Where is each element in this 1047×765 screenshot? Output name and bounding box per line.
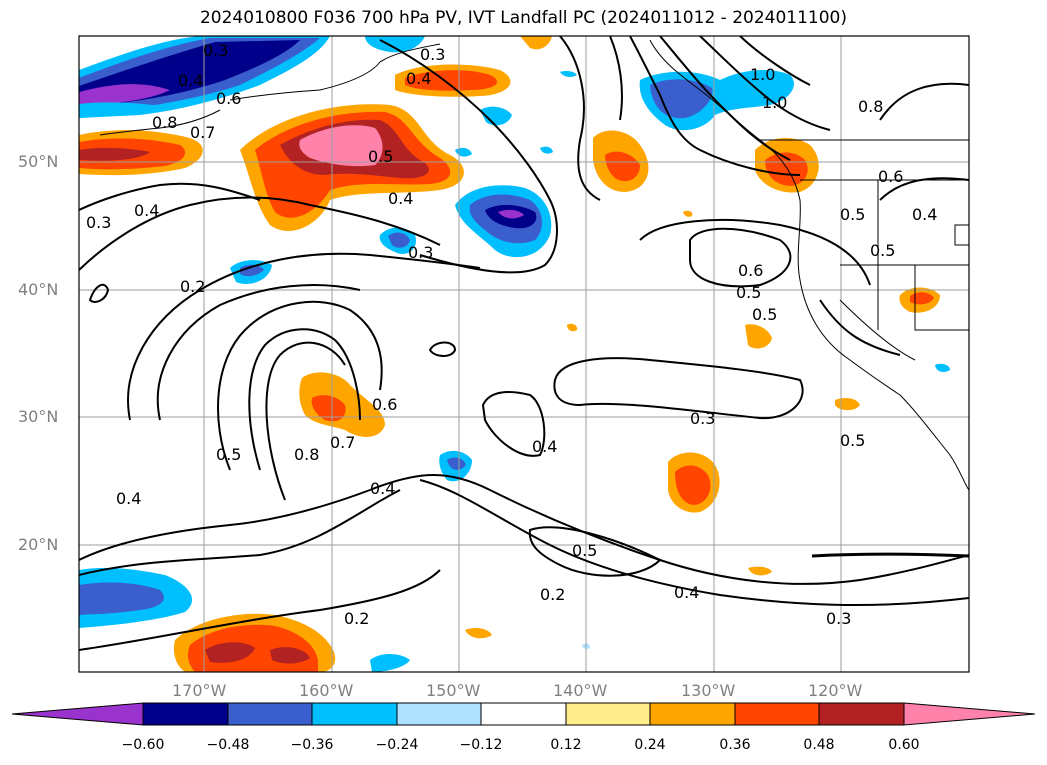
- contour-label: 0.6: [216, 89, 241, 108]
- contour-label: 0.5: [572, 541, 597, 560]
- contour-label: 0.4: [134, 201, 159, 220]
- contour-label: 1.0: [762, 93, 787, 112]
- lat-label-20n: 20°N: [18, 535, 59, 554]
- colorbar-tick: 0.12: [550, 737, 582, 753]
- contour-label: 0.4: [178, 71, 203, 90]
- colorbar-tick: −0.48: [206, 737, 250, 753]
- colorbar-bin: [396, 702, 482, 726]
- contour-label: 0.5: [840, 205, 865, 224]
- coastlines: [99, 39, 969, 491]
- colorbar-tick: −0.24: [375, 737, 419, 753]
- contour-label: 0.4: [406, 69, 431, 88]
- colorbar-tick: −0.36: [290, 737, 334, 753]
- contour-label: 0.5: [368, 147, 393, 166]
- contour-label: 0.4: [912, 205, 937, 224]
- contour-label: 0.3: [203, 41, 228, 60]
- contour-label: 0.4: [532, 437, 557, 456]
- contour-lines: [79, 36, 969, 651]
- lat-label-30n: 30°N: [18, 407, 59, 426]
- contour-label: 0.4: [388, 189, 413, 208]
- contour-label: 0.4: [370, 479, 395, 498]
- lat-label-40n: 40°N: [18, 280, 59, 299]
- plot-area: 0.3 0.4 0.6 0.8 0.7 0.3 0.4 0.2 0.4 0.5 …: [79, 36, 969, 672]
- colorbar-extend-high: [903, 702, 1036, 726]
- contour-label: 0.4: [116, 489, 141, 508]
- colorbar-bin: [227, 702, 313, 726]
- colorbar-tick: 0.60: [888, 737, 920, 753]
- contour-label: 0.7: [330, 433, 355, 452]
- contour-label: 0.5: [752, 305, 777, 324]
- contour-label: 0.3: [86, 213, 111, 232]
- map-title: 2024010800 F036 700 hPa PV, IVT Landfall…: [199, 8, 847, 28]
- contour-label: 0.8: [858, 97, 883, 116]
- lat-label-50n: 50°N: [18, 152, 59, 171]
- colorbar-tick: 0.36: [719, 737, 751, 753]
- contour-label: 0.5: [840, 431, 865, 450]
- contour-label: 0.2: [540, 585, 565, 604]
- contour-label: 0.4: [674, 583, 699, 602]
- colorbar-bin: [311, 702, 398, 726]
- contour-label: 0.6: [878, 167, 903, 186]
- lon-label-130w: 130°W: [681, 681, 736, 700]
- contour-label: 0.7: [190, 123, 215, 142]
- contour-label: 0.3: [420, 45, 445, 64]
- contour-label: 0.2: [344, 609, 369, 628]
- contour-label: 1.0: [750, 65, 775, 84]
- contour-label: 0.3: [690, 409, 715, 428]
- contour-label: 0.3: [408, 243, 433, 262]
- contour-label: 0.6: [738, 261, 763, 280]
- colorbar-tick: 0.24: [634, 737, 666, 753]
- pv-shading: [79, 36, 950, 672]
- colorbar-extend-low: [11, 702, 144, 726]
- contour-label: 0.3: [826, 609, 851, 628]
- lon-label-170w: 170°W: [172, 681, 227, 700]
- contour-label: 0.5: [216, 445, 241, 464]
- colorbar-tick: −0.12: [459, 737, 503, 753]
- contour-label: 0.8: [152, 113, 177, 132]
- colorbar-tick: 0.48: [803, 737, 835, 753]
- colorbar-tick: −0.60: [121, 737, 165, 753]
- colorbar-bin: [649, 702, 736, 726]
- colorbar-bin: [565, 702, 651, 726]
- colorbar: [11, 702, 1036, 726]
- colorbar-bin: [734, 702, 820, 726]
- lon-label-160w: 160°W: [299, 681, 354, 700]
- contour-label: 0.5: [870, 241, 895, 260]
- contour-label: 0.8: [294, 445, 319, 464]
- lon-label-140w: 140°W: [553, 681, 608, 700]
- contour-label: 0.5: [736, 283, 761, 302]
- gridlines: [79, 36, 969, 672]
- contour-label: 0.2: [180, 277, 205, 296]
- lon-label-150w: 150°W: [426, 681, 481, 700]
- contour-label: 0.6: [372, 395, 397, 414]
- lon-label-120w: 120°W: [808, 681, 863, 700]
- colorbar-bin: [142, 702, 229, 726]
- colorbar-bin: [818, 702, 905, 726]
- plot-border: [78, 35, 970, 673]
- colorbar-bin: [480, 702, 567, 726]
- contour-labels: 0.3 0.4 0.6 0.8 0.7 0.3 0.4 0.2 0.4 0.5 …: [86, 41, 937, 628]
